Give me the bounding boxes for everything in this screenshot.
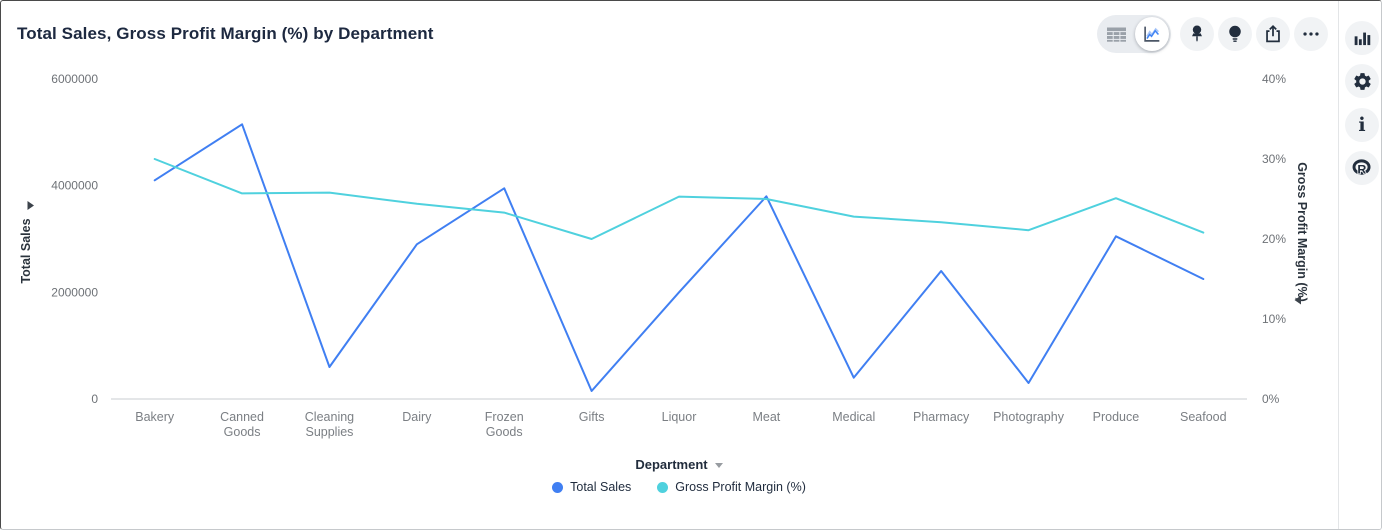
legend-dot-icon <box>552 481 564 493</box>
legend-label: Total Sales <box>570 480 632 494</box>
x-axis-label: Liquor <box>662 410 697 424</box>
x-axis-label: Bakery <box>135 410 175 424</box>
x-axis-label: Seafood <box>1180 410 1227 424</box>
left-axis-tick: 4000000 <box>51 179 98 193</box>
info-button[interactable]: i <box>1345 108 1379 142</box>
settings-button[interactable] <box>1345 64 1379 98</box>
x-axis-label: Pharmacy <box>913 410 970 424</box>
series-line-gross-profit-margin[interactable] <box>153 158 1205 240</box>
left-axis-tick: 6000000 <box>51 72 98 86</box>
chart-view-icon <box>1141 23 1163 45</box>
legend-item: Total Sales <box>552 480 631 494</box>
series-line-total-sales[interactable] <box>153 123 1205 392</box>
table-view-button[interactable] <box>1099 17 1133 51</box>
lightbulb-button[interactable] <box>1218 17 1252 51</box>
chart-toolbar <box>1097 15 1328 53</box>
left-axis-tick: 2000000 <box>51 285 98 299</box>
share-button[interactable] <box>1256 17 1290 51</box>
right-axis-tick: 30% <box>1262 152 1286 166</box>
bar-chart-icon <box>1352 28 1372 48</box>
pin-button[interactable] <box>1180 17 1214 51</box>
share-icon <box>1262 23 1284 45</box>
x-axis-label: Canned Goods <box>220 410 264 439</box>
more-options-icon <box>1300 23 1322 45</box>
x-axis-label: Dairy <box>402 410 432 424</box>
lightbulb-icon <box>1224 23 1246 45</box>
x-axis-label: Meat <box>752 410 780 424</box>
left-axis-tick: 0 <box>91 392 98 406</box>
info-icon: i <box>1358 113 1366 136</box>
legend-dot-icon <box>657 481 669 493</box>
right-axis-caret-icon <box>1294 295 1301 305</box>
right-axis-tick: 10% <box>1262 312 1286 326</box>
table-view-icon <box>1106 26 1127 43</box>
x-axis-control[interactable]: Department <box>111 457 1247 472</box>
x-axis-label: Photography <box>993 410 1065 424</box>
legend-item: Gross Profit Margin (%) <box>657 480 806 494</box>
chart-title: Total Sales, Gross Profit Margin (%) by … <box>17 24 434 43</box>
right-axis-title[interactable]: Gross Profit Margin (%) <box>1295 162 1309 302</box>
left-axis-title[interactable]: Total Sales <box>19 218 33 283</box>
x-axis-label: Medical <box>832 410 875 424</box>
chevron-down-icon <box>714 463 723 468</box>
right-axis-tick: 40% <box>1262 72 1286 86</box>
settings-gear-icon <box>1352 71 1373 92</box>
right-axis-tick: 20% <box>1262 232 1286 246</box>
left-axis-caret-icon <box>27 201 34 210</box>
x-axis-label: Cleaning Supplies <box>305 410 354 439</box>
x-axis-label: Produce <box>1093 410 1140 424</box>
r-analytics-button[interactable]: R <box>1345 151 1379 185</box>
x-axis-label: Frozen Goods <box>485 410 524 439</box>
r-analytics-icon: R <box>1351 157 1373 179</box>
pin-icon <box>1186 23 1208 45</box>
bar-chart-button[interactable] <box>1345 21 1379 55</box>
x-axis-label: Gifts <box>579 410 605 424</box>
chart-legend: Total Sales Gross Profit Margin (%) <box>111 480 1247 494</box>
chart-view-button[interactable] <box>1135 17 1169 51</box>
view-toggle <box>1097 15 1171 53</box>
x-axis-control-label: Department <box>635 457 708 472</box>
right-icon-rail: i R <box>1338 1 1381 529</box>
more-options-button[interactable] <box>1294 17 1328 51</box>
svg-text:R: R <box>1357 163 1366 177</box>
legend-label: Gross Profit Margin (%) <box>675 480 806 494</box>
right-axis-tick: 0% <box>1262 392 1280 406</box>
